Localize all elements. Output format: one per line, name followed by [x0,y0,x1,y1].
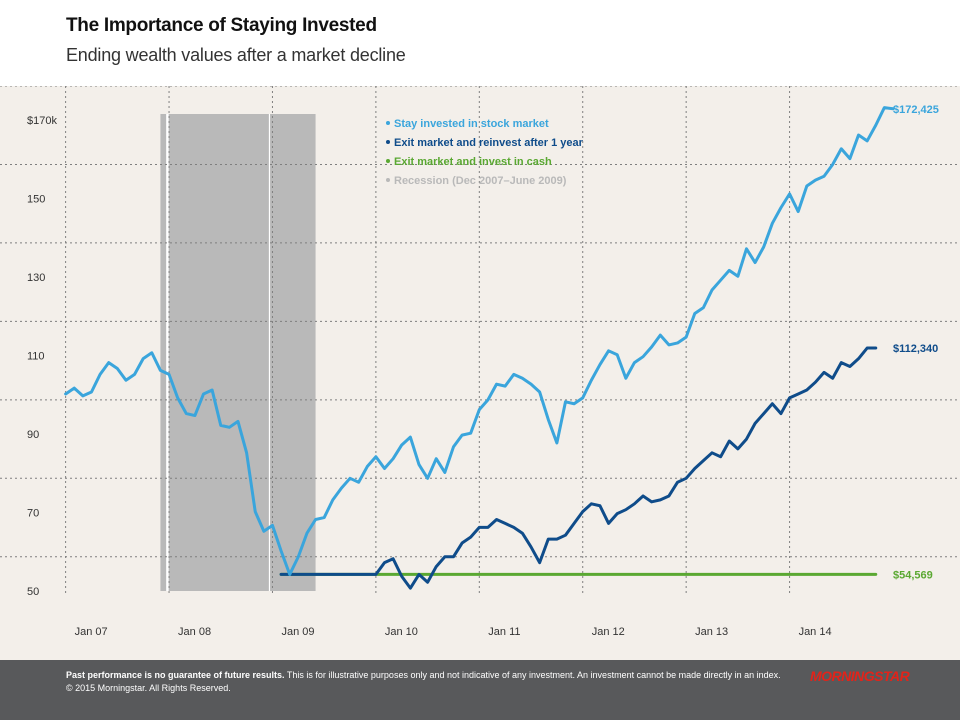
legend-marker [386,121,390,125]
legend-item-reinvest: Exit market and reinvest after 1 year [394,137,584,149]
y-axis-ticks: 50 70 90 110 130 150 $170k [27,115,57,598]
x-tick-label: Jan 14 [799,626,832,638]
chart-header: The Importance of Staying Invested Endin… [0,0,960,86]
series-line-stay-invested [64,106,895,576]
copyright-text: © 2015 Morningstar. All Rights Reserved. [66,683,231,693]
y-tick-label: 70 [27,508,39,520]
legend-marker [386,159,390,163]
gridlines [0,86,960,596]
y-tick-label: 130 [27,272,45,284]
x-tick-label: Jan 12 [592,626,625,638]
y-tick-label: 110 [27,351,45,363]
x-tick-label: Jan 13 [695,626,728,638]
x-tick-label: Jan 07 [75,626,108,638]
end-label-cash: $54,569 [893,569,933,581]
legend: Stay invested in stock market Exit market… [386,118,584,187]
legend-marker [386,140,390,144]
y-tick-label: 150 [27,194,45,206]
legend-item-stay-invested: Stay invested in stock market [394,118,549,130]
x-tick-label: Jan 09 [281,626,314,638]
disclaimer-rest: This is for illustrative purposes only a… [284,670,781,680]
legend-item-recession: Recession (Dec 2007–June 2009) [394,175,567,187]
series-line-reinvest-after-1-year [279,346,878,590]
end-label-stay-invested: $172,425 [893,104,939,116]
disclaimer-text: Past performance is no guarantee of futu… [66,669,786,695]
footer-bar: Past performance is no guarantee of futu… [0,660,960,720]
plot-background [0,86,960,660]
end-label-reinvest: $112,340 [893,343,938,355]
end-value-labels: $172,425 $112,340 $54,569 [893,104,939,582]
x-tick-label: Jan 10 [385,626,418,638]
disclaimer-bold: Past performance is no guarantee of futu… [66,670,285,680]
morningstar-logo: MORNINGSTAR [810,668,910,684]
recession-band-layer [160,114,316,591]
y-tick-label: 90 [27,429,39,441]
series-lines [64,106,895,590]
x-tick-label: Jan 11 [488,626,520,638]
x-tick-label: Jan 08 [178,626,211,638]
chart-subtitle: Ending wealth values after a market decl… [66,45,406,65]
y-tick-label: 50 [27,586,39,598]
y-tick-label: $170k [27,115,57,127]
chart-title: The Importance of Staying Invested [66,15,377,36]
recession-band [160,114,316,591]
x-axis-ticks: Jan 07 Jan 08 Jan 09 Jan 10 Jan 11 Jan 12 Jan … [75,626,832,638]
legend-marker [386,178,390,182]
legend-item-cash: Exit market and invest in cash [394,156,552,168]
